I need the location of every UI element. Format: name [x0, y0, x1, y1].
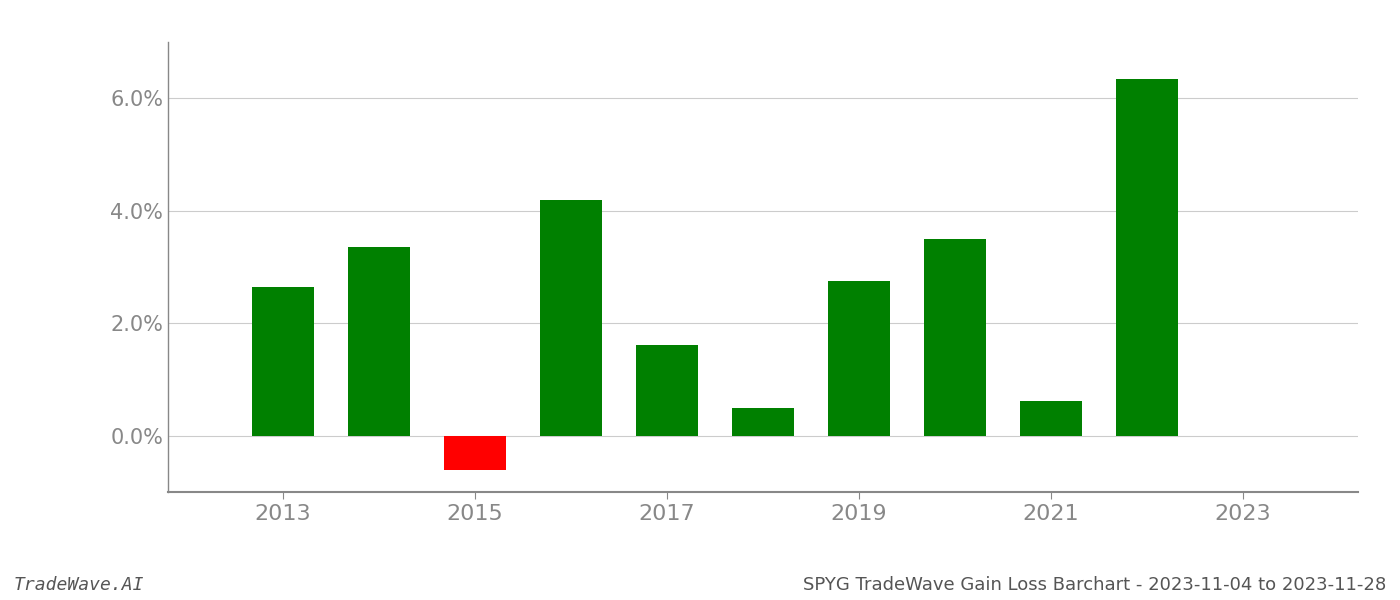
Bar [924, 239, 986, 436]
Text: TradeWave.AI: TradeWave.AI [14, 576, 144, 594]
Text: SPYG TradeWave Gain Loss Barchart - 2023-11-04 to 2023-11-28: SPYG TradeWave Gain Loss Barchart - 2023… [802, 576, 1386, 594]
Bar [540, 199, 602, 436]
Bar [636, 344, 699, 436]
Bar [252, 287, 315, 436]
Bar [1116, 79, 1177, 436]
Bar [444, 436, 507, 469]
Bar [349, 247, 410, 436]
Bar [1019, 401, 1082, 436]
Bar [732, 407, 794, 436]
Bar [827, 281, 890, 436]
